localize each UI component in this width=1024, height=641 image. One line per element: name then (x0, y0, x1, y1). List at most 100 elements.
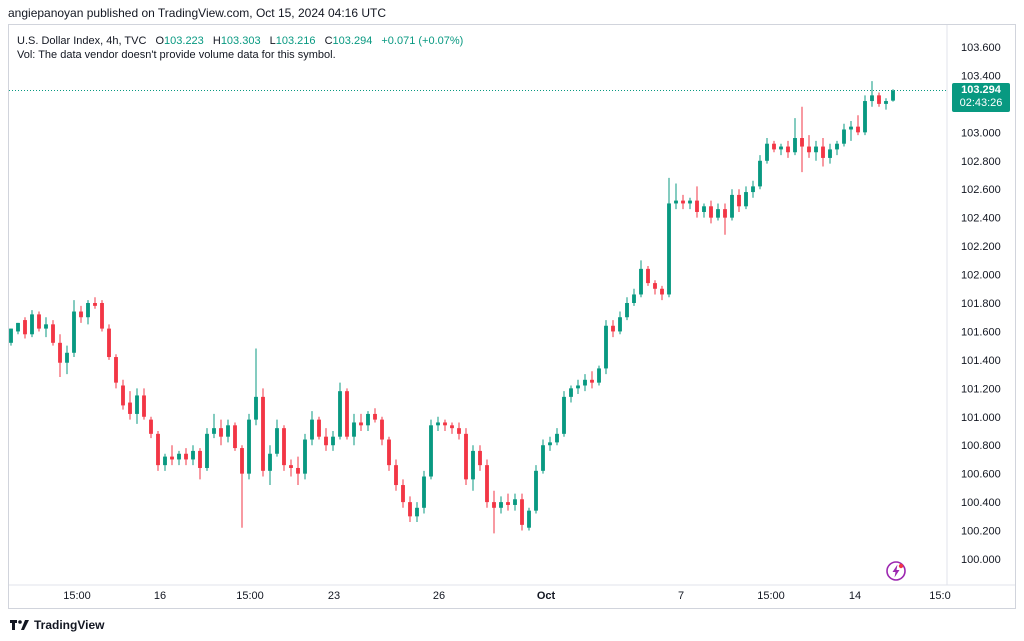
candle-body (632, 294, 636, 303)
candle-body (849, 126, 853, 130)
candle (121, 379, 125, 410)
candle-body (793, 138, 797, 153)
candle-body (415, 507, 419, 517)
candle-body (709, 206, 713, 218)
candle (569, 385, 573, 403)
price-tick-label: 101.800 (961, 298, 1001, 310)
candle (793, 118, 797, 156)
candle (646, 266, 650, 286)
candle-body (590, 379, 594, 383)
price-tick-label: 100.800 (961, 440, 1001, 452)
candle (205, 428, 209, 471)
candle-body (625, 303, 629, 318)
candle (758, 155, 762, 190)
candle-body (485, 465, 489, 503)
candle-body (884, 101, 888, 104)
candle-body (366, 413, 370, 426)
candle (674, 183, 678, 210)
candle (751, 180, 755, 198)
candle (51, 320, 55, 346)
candle-body (37, 314, 41, 329)
candle (779, 143, 783, 156)
candle-body (681, 200, 685, 204)
candle-body (611, 325, 615, 332)
candle-body (198, 450, 202, 468)
candle-body (324, 436, 328, 446)
candle-body (114, 357, 118, 383)
candle (184, 448, 188, 466)
candle-body (688, 200, 692, 204)
candle (863, 95, 867, 136)
chart-frame[interactable] (8, 24, 1016, 609)
candle-body (450, 425, 454, 429)
candle-body (723, 209, 727, 218)
candle (821, 138, 825, 167)
tradingview-logo-icon (10, 620, 29, 630)
candle-body (247, 419, 251, 474)
candle-body (275, 428, 279, 454)
publisher-caption: angiepanoyan published on TradingView.co… (8, 6, 387, 20)
candle-body (660, 288, 664, 295)
time-tick-label: 15:00 (236, 590, 264, 602)
candle (891, 89, 895, 102)
candle-body (429, 425, 433, 477)
bar-countdown: 02:43:26 (959, 97, 1003, 109)
candle-body (310, 419, 314, 440)
candle-body (289, 465, 293, 468)
candle (44, 317, 48, 338)
candle-body (870, 95, 874, 102)
candle (254, 348, 258, 426)
time-tick-label: Oct (537, 590, 556, 602)
candle (513, 493, 517, 511)
candle-body (352, 422, 356, 437)
candle (226, 419, 230, 443)
candle (541, 439, 545, 474)
candle-body (65, 352, 69, 363)
candle (366, 411, 370, 431)
legend-symbol[interactable]: U.S. Dollar Index, 4h, TVC (17, 35, 147, 47)
candle-body (303, 439, 307, 474)
legend-close-value: 103.294 (332, 35, 373, 47)
legend-high-value: 103.303 (220, 35, 261, 47)
candle (9, 328, 13, 346)
candle-body (121, 385, 125, 406)
candle (800, 106, 804, 173)
candle-body (506, 502, 510, 505)
candle (870, 81, 874, 107)
candle (436, 416, 440, 431)
candle (408, 496, 412, 523)
footer-brand[interactable]: TradingView (34, 618, 105, 632)
candle-body (9, 328, 13, 343)
candle-body (16, 322, 20, 332)
candle (457, 422, 461, 440)
legend-line-1: U.S. Dollar Index, 4h, TVC O103.223 H103… (17, 34, 463, 48)
candle-body (296, 467, 300, 474)
candle-body (317, 419, 321, 437)
candle (667, 177, 671, 298)
candle (275, 419, 279, 457)
candle-body (737, 194, 741, 207)
candle-body (100, 303, 104, 329)
candle (681, 194, 685, 210)
candle (583, 374, 587, 392)
candle-body (282, 428, 286, 466)
candle (86, 300, 90, 325)
candle-body (107, 328, 111, 358)
candle-body (583, 379, 587, 386)
flash-icon[interactable] (885, 560, 907, 582)
candle (562, 391, 566, 437)
candle-body (702, 206, 706, 212)
candle-body (373, 413, 377, 420)
candle-body (457, 428, 461, 434)
candle-body (828, 149, 832, 158)
candle (100, 300, 104, 332)
candle-body (478, 450, 482, 466)
candle (429, 419, 433, 480)
candle-body (877, 95, 881, 104)
candle-body (744, 192, 748, 207)
candle-body (345, 391, 349, 437)
price-tick-label: 102.400 (961, 213, 1001, 225)
candle (16, 322, 20, 335)
candle-body (786, 146, 790, 153)
